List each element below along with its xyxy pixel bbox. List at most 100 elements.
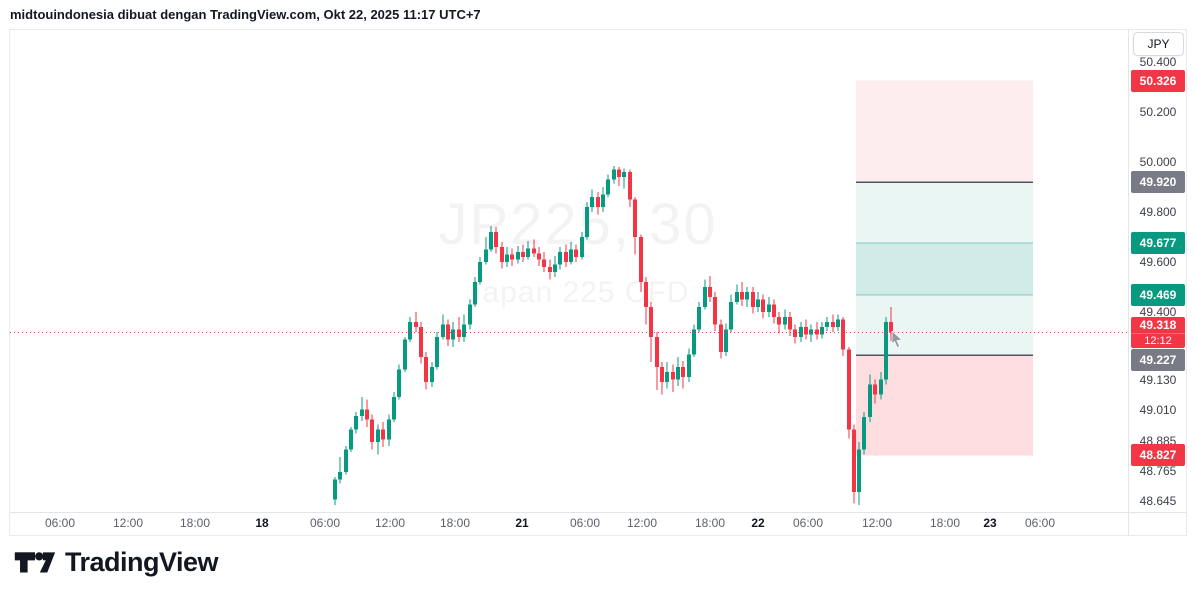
candle-body — [799, 327, 803, 337]
position-zone[interactable] — [856, 355, 1033, 456]
candle-body — [751, 292, 755, 307]
position-zone[interactable] — [856, 242, 1033, 295]
tradingview-logo[interactable]: TradingView — [14, 546, 219, 578]
currency-toggle-button[interactable]: JPY — [1133, 32, 1184, 56]
price-axis-separator — [1128, 30, 1129, 535]
time-axis-label: 18:00 — [929, 516, 961, 530]
candle-body — [655, 337, 659, 367]
candle-body — [451, 329, 455, 340]
candle-body — [505, 254, 509, 262]
candle-body — [660, 367, 664, 382]
price-axis-label: 48.645 — [1139, 493, 1177, 508]
price-axis-label: 50.000 — [1139, 155, 1177, 169]
candle-body — [649, 307, 653, 337]
candle-body — [441, 324, 445, 337]
candle-body — [596, 197, 600, 207]
price-axis-label: 50.400 — [1139, 55, 1177, 69]
candle-body — [500, 247, 504, 262]
price-level-badge-target: 49.469 — [1131, 283, 1185, 306]
candle-body — [365, 409, 369, 420]
candle-body — [644, 282, 648, 307]
candle-body — [397, 369, 401, 397]
candle-body — [435, 337, 439, 367]
candle-body — [873, 384, 877, 395]
candle-body — [580, 237, 584, 257]
tradingview-logo-text: TradingView — [65, 546, 219, 577]
candle-body — [777, 317, 781, 325]
candle-body — [847, 349, 851, 430]
price-axis-label: 49.600 — [1139, 255, 1177, 269]
time-axis[interactable]: 06:00 12:00 18:00 18 06:00 12:00 18:00 21 06:00 1… — [10, 513, 1128, 535]
time-axis-label: 06:00 — [792, 516, 824, 530]
candle-body — [370, 419, 374, 442]
bar-countdown: 12:12 — [1131, 333, 1185, 348]
candle-body — [671, 372, 675, 380]
candle-body — [831, 322, 835, 327]
time-axis-day-label: 18 — [255, 516, 269, 530]
time-axis-day-label: 23 — [983, 516, 997, 530]
candle-body — [708, 287, 712, 297]
candle-body — [825, 322, 829, 327]
price-level-badge-stop: 50.326 — [1131, 69, 1185, 92]
candle-body — [857, 449, 861, 492]
candle-body — [703, 287, 707, 307]
candle-body — [558, 252, 562, 265]
candle-body — [564, 252, 568, 262]
current-price-value: 49.318 — [1139, 318, 1177, 332]
candle-body — [681, 367, 685, 377]
price-axis-label: 50.200 — [1139, 105, 1177, 119]
candle-body — [745, 292, 749, 300]
candle-body — [489, 232, 493, 250]
candle-body — [884, 322, 888, 380]
candle-body — [553, 264, 557, 272]
price-axis[interactable]: 49.318 12:12 50.400 50.200 50.000 49.800 49.… — [1129, 30, 1187, 512]
candle-body — [788, 317, 792, 330]
time-axis-label: 12:00 — [374, 516, 406, 530]
candle-body — [387, 419, 391, 440]
time-axis-label: 18:00 — [439, 516, 471, 530]
time-axis-day-label: 21 — [515, 516, 529, 530]
candle-body — [338, 472, 342, 480]
position-zone[interactable] — [856, 182, 1033, 243]
candle-body — [414, 322, 418, 327]
candle-body — [676, 367, 680, 380]
candle-body — [606, 179, 610, 195]
candle-body — [360, 409, 364, 416]
candle-body — [569, 249, 573, 262]
time-axis-label: 12:00 — [112, 516, 144, 530]
candle-body — [622, 172, 626, 177]
current-price-badge: 49.318 12:12 — [1131, 317, 1185, 348]
time-axis-label: 06:00 — [44, 516, 76, 530]
candle-body — [879, 379, 883, 395]
candle-body — [381, 429, 385, 440]
position-zone[interactable] — [856, 80, 1033, 183]
price-axis-label: 49.010 — [1139, 402, 1177, 417]
candle-body — [841, 319, 845, 350]
candle-body — [612, 169, 616, 180]
candle-body — [473, 282, 477, 305]
time-axis-label: 18:00 — [179, 516, 211, 530]
candle-body — [446, 324, 450, 340]
price-axis-label: 49.800 — [1139, 205, 1177, 219]
tradingview-logo-icon — [14, 552, 56, 573]
candle-body — [430, 367, 434, 382]
candle-body — [344, 449, 348, 472]
candle-body — [628, 172, 632, 200]
candle-body — [687, 354, 691, 377]
position-zone[interactable] — [856, 294, 1033, 356]
time-axis-label: 06:00 — [309, 516, 341, 530]
time-axis-label: 06:00 — [569, 516, 601, 530]
candle-body — [756, 299, 760, 307]
time-axis-label: 12:00 — [861, 516, 893, 530]
candle-body — [852, 429, 856, 492]
candle-body — [484, 249, 488, 262]
candle-body — [349, 429, 353, 450]
candle-body — [820, 327, 824, 335]
candle-body — [457, 329, 461, 337]
candle-body — [468, 304, 472, 325]
time-axis-day-label: 22 — [751, 516, 765, 530]
candle-body — [424, 357, 428, 382]
candle-body — [521, 252, 525, 257]
candle-body — [532, 248, 536, 254]
